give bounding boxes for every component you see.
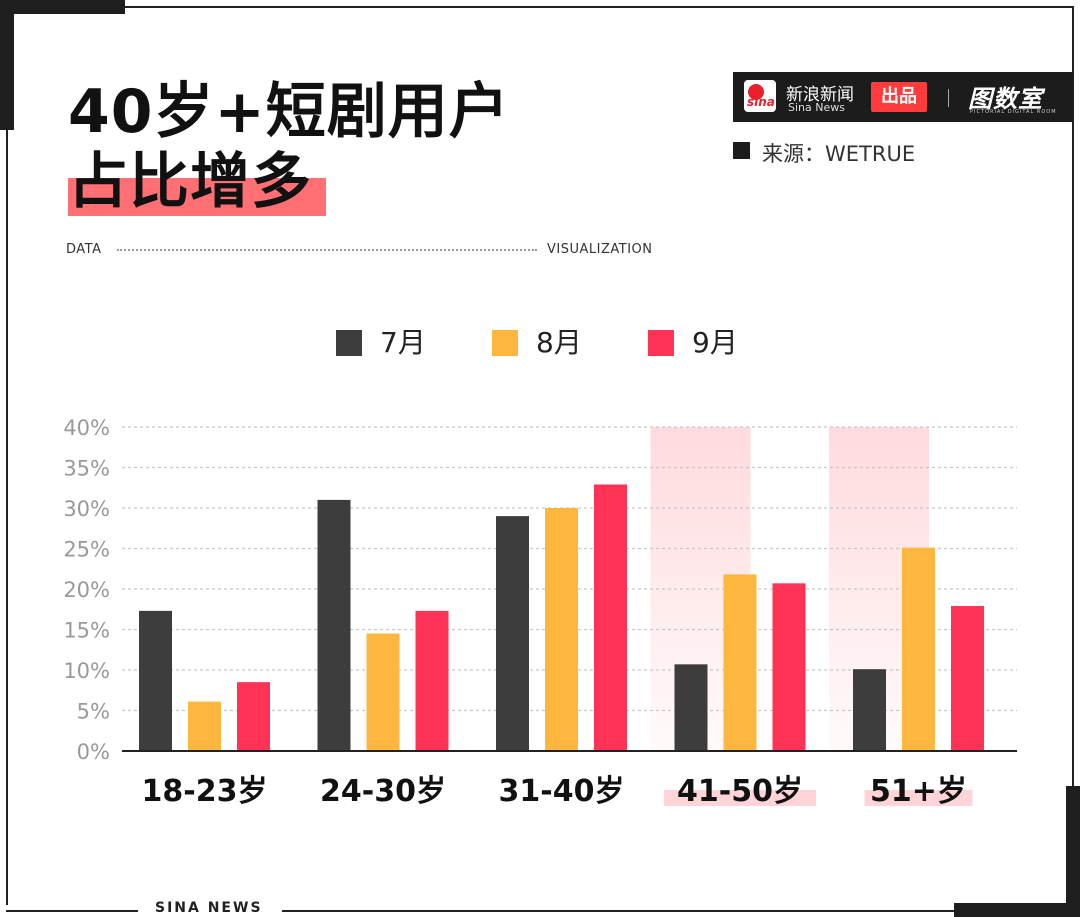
x-category-label: 24-30岁: [320, 774, 446, 809]
x-category-label: 18-23岁: [142, 774, 268, 809]
partner-subtitle: PICTORIAL DIGITAL ROOM: [970, 109, 1057, 115]
bar-9月-41-50岁: [772, 583, 806, 751]
y-tick-label: 15%: [63, 619, 110, 643]
sina-eye-icon: [748, 84, 764, 100]
legend-swatch-7: [336, 330, 362, 356]
partner-logo: 图数室: [968, 85, 1043, 113]
corner-bottom-right-v: [1066, 786, 1080, 917]
footer-brand: SINA NEWS: [155, 900, 263, 916]
tagline-data: DATA: [66, 242, 102, 257]
y-tick-label: 25%: [63, 538, 110, 562]
x-category-label: 31-40岁: [499, 774, 625, 809]
tagline-divider: [117, 249, 537, 251]
brand-name-en: Sina News: [788, 101, 845, 114]
sina-logo-text: sina: [747, 95, 775, 109]
corner-top-left-v: [0, 0, 14, 130]
legend-label-9: 9月: [692, 326, 738, 359]
frame-bottom-left: [6, 910, 138, 912]
bar-7月-41-50岁: [674, 664, 708, 751]
brand-badge: 出品: [871, 82, 927, 112]
legend-swatch-8: [492, 330, 518, 356]
corner-bottom-right: [954, 903, 1080, 917]
category-highlight: [664, 790, 816, 806]
tagline-visualization: VISUALIZATION: [547, 242, 653, 257]
legend-label-8: 8月: [536, 326, 582, 359]
y-tick-label: 40%: [63, 416, 110, 440]
bar-8月-51+岁: [902, 547, 935, 751]
category-highlight: [864, 790, 973, 806]
brand-name-cn: 新浪新闻: [786, 85, 854, 105]
bar-7月-51+岁: [853, 669, 886, 751]
bar-7月-18-23岁: [139, 610, 172, 751]
y-tick-label: 20%: [63, 578, 110, 602]
bar-9月-51+岁: [951, 606, 984, 751]
bar-8月-41-50岁: [723, 574, 757, 751]
y-tick-label: 35%: [63, 457, 110, 481]
x-category-label: 51+岁: [870, 774, 967, 809]
y-tick-label: 5%: [77, 700, 110, 724]
page-title-line1: 40岁+短剧用户: [68, 77, 510, 147]
bar-9月-18-23岁: [237, 682, 270, 751]
legend-label-7: 7月: [380, 326, 426, 359]
corner-top-left: [0, 0, 125, 14]
sina-logo-icon: sina: [744, 80, 776, 112]
y-tick-label: 0%: [77, 740, 110, 764]
source-text: 来源：WETRUE: [762, 142, 916, 166]
y-tick-label: 10%: [63, 659, 110, 683]
frame-top: [125, 6, 1074, 8]
page-title-line2: 占比增多: [68, 147, 312, 217]
bar-7月-31-40岁: [496, 516, 529, 751]
frame-left: [6, 130, 8, 905]
title-highlight: [68, 178, 326, 216]
brand-separator: [948, 89, 949, 107]
bar-8月-18-23岁: [188, 701, 221, 751]
bar-8月-24-30岁: [366, 633, 400, 751]
bar-7月-24-30岁: [317, 499, 351, 751]
frame-bottom-right: [282, 910, 954, 912]
legend-swatch-9: [648, 330, 674, 356]
bar-9月-24-30岁: [415, 610, 449, 751]
bar-9月-31-40岁: [594, 484, 627, 751]
bar-8月-31-40岁: [545, 508, 578, 751]
x-category-label: 41-50岁: [677, 774, 803, 809]
source-square-icon: [733, 142, 750, 159]
frame-right: [1072, 6, 1074, 786]
y-tick-label: 30%: [63, 497, 110, 521]
